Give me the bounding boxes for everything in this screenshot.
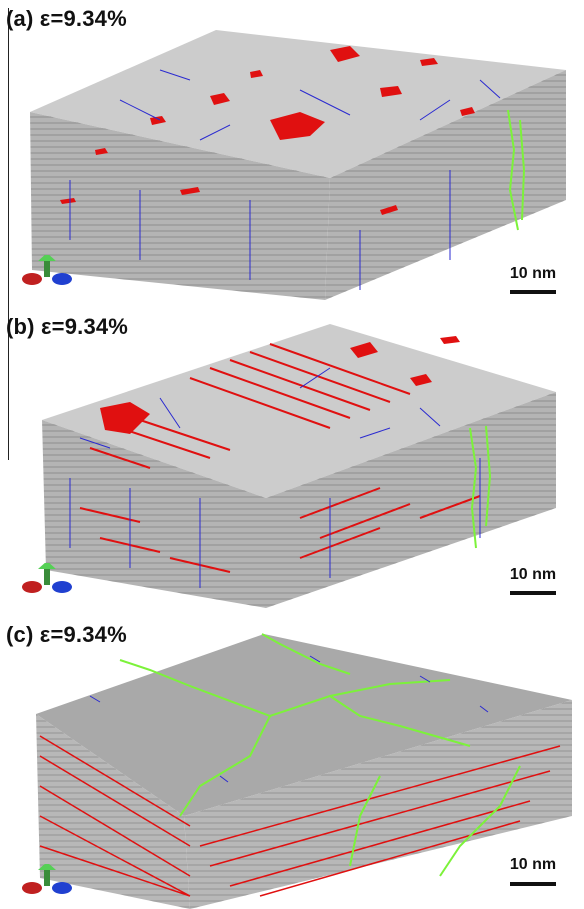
panel-a-scale-label: 10 nm [509, 265, 557, 282]
panel-b-label: (b) ε=9.34% [6, 314, 129, 339]
panel-b-right-face [266, 392, 556, 608]
panel-c-label: (c) ε=9.34% [6, 622, 127, 647]
panel-a: (a) ε=9.34% [0, 0, 584, 300]
panel-b-left-face [42, 420, 266, 608]
panel-b-top-face [42, 324, 556, 498]
panel-a-fault-clusters [60, 46, 475, 215]
panel-c-left-face [36, 714, 190, 909]
panel-c-scale-bar [510, 882, 556, 886]
xyz-axes-icon [22, 255, 72, 285]
panel-b-dislocations [69, 367, 481, 588]
panel-c-scale-label: 10 nm [509, 856, 557, 873]
panel-c-right-face [184, 700, 572, 909]
panel-b: (b) ε=9.34% [0, 308, 584, 608]
panel-c-top-face [36, 634, 572, 816]
panel-a-label: (a) ε=9.34% [6, 6, 127, 31]
panel-a-left-face [30, 112, 330, 300]
panel-c-stacking-faults [39, 735, 561, 897]
panel-b-atomistic-block [42, 324, 556, 608]
panel-a-top-face [30, 30, 566, 178]
panel-b-fault-lines [79, 343, 481, 573]
panel-a-scale-bar [510, 290, 556, 294]
panel-c-dislocations [89, 655, 489, 783]
xyz-axes-icon [22, 864, 72, 894]
panel-a-atomistic-block [30, 30, 566, 300]
panel-b-grain-boundary [469, 425, 492, 549]
panel-c: (c) ε=9.34% 1 [0, 616, 584, 909]
panel-a-dislocations [69, 69, 501, 290]
panel-b-fault-clusters [100, 336, 460, 434]
panel-a-right-face [325, 70, 566, 300]
panel-c-grain-boundaries [119, 633, 521, 877]
panel-b-scale-label: 10 nm [509, 566, 557, 583]
panel-b-scale-bar [510, 591, 556, 595]
panel-c-atomistic-block [36, 633, 572, 909]
left-vertical-rule [8, 8, 9, 460]
panel-a-grain-boundary [507, 109, 526, 231]
xyz-axes-icon [22, 563, 72, 593]
